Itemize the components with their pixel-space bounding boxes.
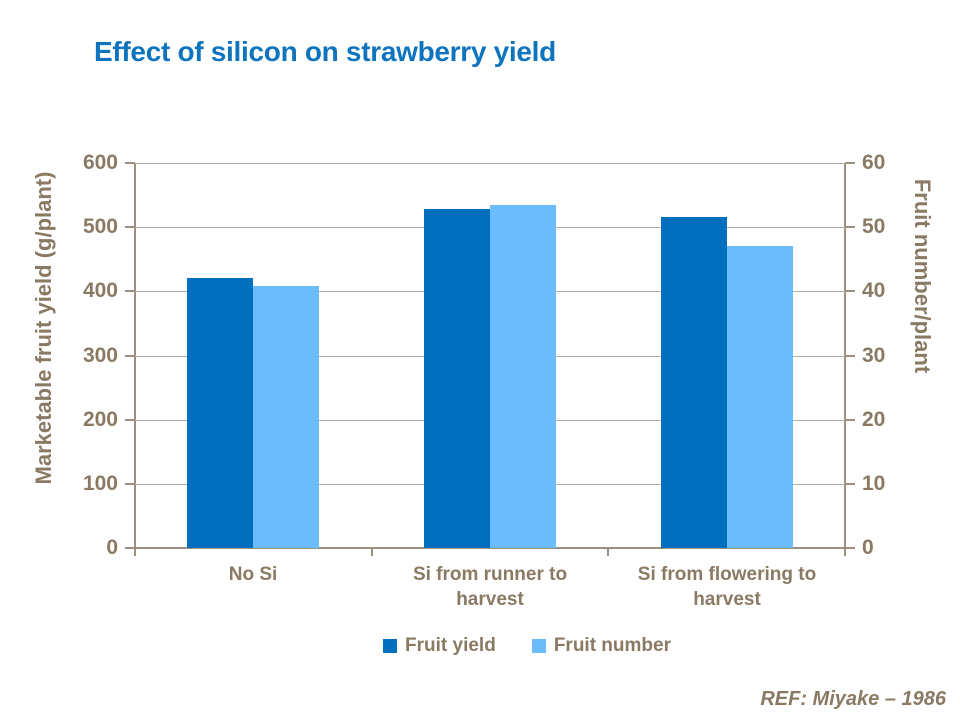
bar-fruit-yield bbox=[424, 209, 490, 548]
bar-fruit-number bbox=[490, 205, 556, 548]
x-axis-line bbox=[125, 547, 845, 549]
category-label: Si from runner to harvest bbox=[360, 562, 620, 612]
right-axis-tick-label: 0 bbox=[862, 536, 874, 559]
left-axis-tick-label: 600 bbox=[82, 151, 118, 174]
plot-area bbox=[125, 162, 855, 556]
fruit-yield-swatch-icon bbox=[383, 639, 398, 653]
x-axis-tick bbox=[607, 548, 609, 556]
gridline bbox=[135, 163, 845, 164]
legend-label-fruit-yield: Fruit yield bbox=[405, 635, 496, 656]
right-axis-tick-label: 30 bbox=[862, 344, 886, 367]
left-axis-tick-label: 300 bbox=[82, 344, 118, 367]
bar-fruit-number bbox=[253, 286, 319, 548]
category-label-line: Si from runner to bbox=[412, 564, 568, 585]
left-axis-tick-label: 0 bbox=[106, 536, 118, 559]
right-axis-tick-label: 20 bbox=[862, 408, 886, 431]
page-title: Effect of silicon on strawberry yield bbox=[94, 36, 556, 67]
left-axis-tick bbox=[125, 290, 135, 292]
left-axis-tick bbox=[125, 355, 135, 357]
right-axis-tick bbox=[845, 355, 855, 357]
legend-item-fruit-yield: Fruit yield bbox=[383, 635, 496, 657]
left-axis-tick bbox=[125, 162, 135, 164]
fruit-number-swatch-icon bbox=[531, 639, 546, 653]
left-axis-line bbox=[134, 163, 136, 548]
legend-label-fruit-number: Fruit number bbox=[553, 635, 671, 656]
bar-fruit-yield bbox=[661, 217, 727, 548]
right-axis-tick-label: 40 bbox=[862, 279, 886, 302]
x-axis-tick bbox=[844, 548, 846, 556]
right-axis-tick-label: 50 bbox=[862, 215, 886, 238]
right-axis-tick-label: 60 bbox=[862, 151, 886, 174]
reference-text: REF: Miyake – 1986 bbox=[760, 688, 946, 710]
category-label-line: Si from flowering to bbox=[637, 564, 817, 585]
right-axis-tick bbox=[845, 483, 855, 485]
right-axis-tick bbox=[845, 226, 855, 228]
chart-legend: Fruit yield Fruit number bbox=[383, 635, 671, 657]
right-axis-tick bbox=[845, 547, 855, 549]
bar-fruit-number bbox=[727, 246, 793, 548]
left-axis-tick bbox=[125, 547, 135, 549]
left-axis-tick bbox=[125, 226, 135, 228]
left-axis-tick bbox=[125, 483, 135, 485]
x-axis-tick bbox=[134, 548, 136, 556]
category-label: No Si bbox=[123, 562, 383, 587]
x-axis-tick bbox=[371, 548, 373, 556]
left-axis-tick bbox=[125, 419, 135, 421]
right-axis-tick bbox=[845, 290, 855, 292]
bar-fruit-yield bbox=[187, 278, 253, 548]
right-axis-tick bbox=[845, 162, 855, 164]
right-axis-tick-label: 10 bbox=[862, 472, 886, 495]
category-label: Si from flowering to harvest bbox=[597, 562, 857, 612]
left-axis-tick-label: 200 bbox=[82, 408, 118, 431]
legend-item-fruit-number: Fruit number bbox=[531, 635, 671, 657]
category-label-line: No Si bbox=[228, 564, 278, 585]
right-axis-tick bbox=[845, 419, 855, 421]
left-axis-tick-label: 400 bbox=[82, 279, 118, 302]
left-axis-tick-label: 100 bbox=[82, 472, 118, 495]
category-label-line: harvest bbox=[693, 589, 761, 610]
category-label-line: harvest bbox=[456, 589, 524, 610]
left-axis-tick-label: 500 bbox=[82, 215, 118, 238]
